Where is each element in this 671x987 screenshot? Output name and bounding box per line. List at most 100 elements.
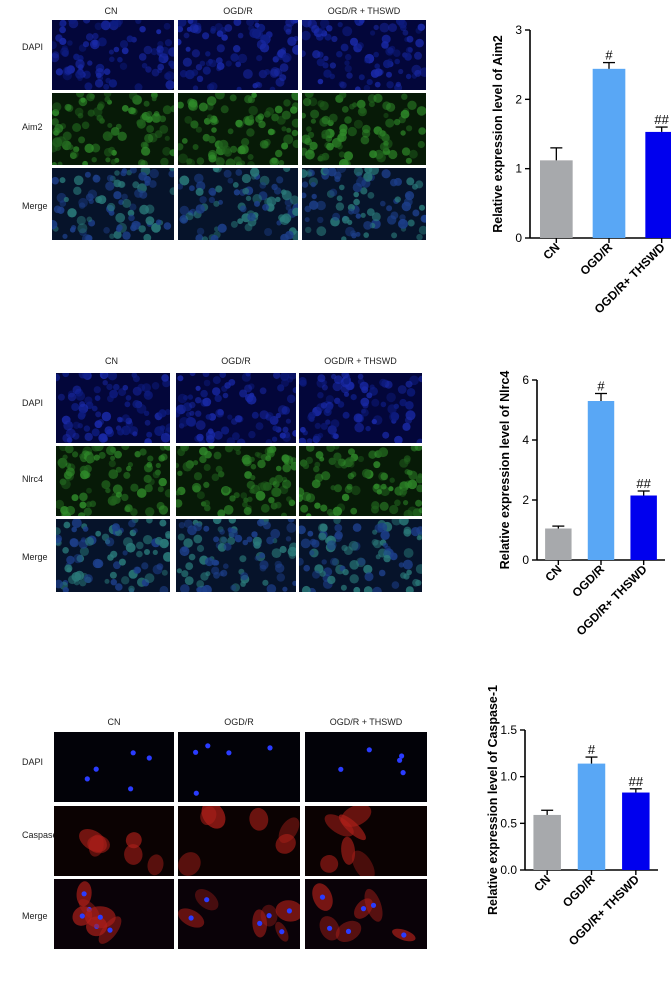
micrograph [54, 806, 174, 876]
micrograph [52, 20, 174, 90]
micrograph-texture [178, 732, 300, 802]
bar [540, 160, 573, 238]
micrograph [305, 806, 427, 876]
micrograph-texture [299, 373, 422, 443]
y-tick-label: 4 [522, 433, 529, 447]
micrograph-texture [305, 806, 427, 876]
y-tick-label: 0 [515, 231, 522, 245]
y-tick-label: 1 [515, 162, 522, 176]
row-label-nlrc4: Nlrc4 [22, 474, 44, 484]
micrograph [176, 519, 296, 592]
micrograph-texture [178, 93, 298, 165]
micrograph-texture [302, 168, 426, 240]
micrograph [305, 732, 427, 802]
micrograph [178, 168, 298, 240]
micrograph-texture [302, 20, 426, 90]
micrograph-texture [178, 20, 298, 90]
micrograph [302, 20, 426, 90]
micrograph-texture [54, 806, 174, 876]
micrograph-texture [299, 446, 422, 516]
x-tick-label: CN [540, 240, 562, 262]
micrograph-texture [302, 93, 426, 165]
micrograph-texture [176, 519, 296, 592]
column-header-ogdr-thswd: OGD/R + THSWD [324, 356, 397, 366]
y-tick-label: 3 [515, 23, 522, 37]
micrograph-texture [305, 732, 427, 802]
significance-mark: # [605, 48, 613, 63]
significance-mark: ## [629, 774, 644, 789]
column-header-ogdr-thswd: OGD/R + THSWD [329, 717, 403, 727]
micrograph [56, 446, 170, 516]
bar [630, 495, 657, 560]
micrograph [178, 20, 298, 90]
y-tick-label: 6 [522, 373, 529, 387]
micrograph-texture [176, 373, 296, 443]
micrograph-texture [56, 446, 170, 516]
micrograph-texture [178, 879, 300, 949]
micrograph [54, 879, 174, 949]
significance-mark: # [597, 379, 605, 394]
y-tick-label: 0.5 [500, 816, 517, 830]
micrograph [178, 806, 300, 876]
column-header-ogdr-thswd: OGD/R + THSWD [327, 6, 401, 16]
micrograph [52, 168, 174, 240]
column-header-cn: CN [104, 6, 118, 16]
row-label-dapi: DAPI [22, 398, 44, 408]
x-tick-label: OGD/R [577, 240, 615, 278]
y-axis-label: Relative expression level of Nlrc4 [498, 371, 512, 570]
micrograph [52, 93, 174, 165]
row-label-merge: Merge [22, 201, 48, 211]
bar [577, 763, 606, 870]
significance-mark: # [588, 742, 596, 757]
micrograph [178, 879, 300, 949]
micrograph-texture [54, 879, 174, 949]
micrograph-texture [299, 519, 422, 592]
y-tick-label: 2 [522, 493, 529, 507]
bar [587, 401, 615, 560]
micrograph-texture [178, 168, 298, 240]
y-tick-label: 0 [522, 553, 529, 567]
micrograph-texture [52, 93, 174, 165]
micrograph [56, 373, 170, 443]
micrograph [56, 519, 170, 592]
column-header-ogdr: OGD/R [224, 717, 254, 727]
row-label-dapi: DAPI [22, 42, 44, 52]
row-label-merge: Merge [22, 552, 48, 562]
panel-aim2: CN OGD/R OGD/R + THSWD DAPI Aim2 Merge 0… [0, 0, 671, 316]
bar [545, 528, 572, 560]
bar [533, 814, 561, 870]
significance-mark: ## [636, 476, 651, 491]
micrograph [54, 732, 174, 802]
micrograph-texture [176, 446, 296, 516]
micrograph [176, 446, 296, 516]
x-tick-label: OGD/R [560, 872, 598, 910]
micrograph [302, 93, 426, 165]
y-tick-label: 1.5 [500, 723, 517, 737]
micrograph [299, 373, 422, 443]
micrograph [299, 519, 422, 592]
bar [622, 792, 650, 870]
micrograph [305, 879, 427, 949]
row-label-merge: Merge [22, 911, 48, 921]
micrograph-texture [56, 519, 170, 592]
micrograph [176, 373, 296, 443]
row-label-dapi: DAPI [22, 757, 44, 767]
y-tick-label: 0.0 [500, 863, 517, 877]
x-tick-label: OGD/R+ THSWD [566, 872, 642, 948]
micrograph [302, 168, 426, 240]
y-axis-label: Relative expression level of Aim2 [491, 35, 505, 233]
significance-mark: ## [654, 112, 669, 127]
column-header-cn: CN [105, 356, 118, 366]
column-header-cn: CN [107, 717, 121, 727]
micrograph-texture [305, 879, 427, 949]
row-label-aim2: Aim2 [22, 122, 43, 132]
bar [592, 68, 626, 239]
micrograph [178, 732, 300, 802]
column-header-ogdr: OGD/R [221, 356, 251, 366]
x-tick-label: OGD/R+ THSWD [574, 562, 650, 638]
y-axis-label: Relative expression level of Caspase-1 [486, 685, 500, 915]
x-tick-label: CN [542, 562, 564, 584]
row-label-caspase1: Caspase-1 [22, 830, 66, 840]
column-header-ogdr: OGD/R [223, 6, 253, 16]
micrograph-texture [52, 168, 174, 240]
